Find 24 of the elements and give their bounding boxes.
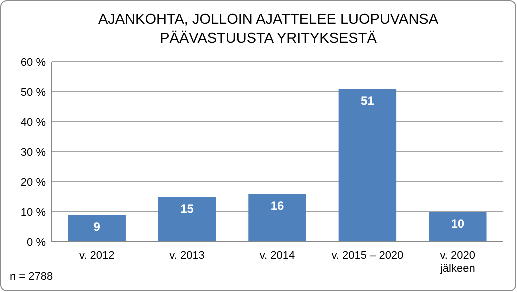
bar (248, 194, 306, 242)
y-tick-label: 50 % (20, 87, 46, 99)
x-tick-label: v. 2015 – 2020 (332, 250, 404, 262)
data-label: 16 (270, 199, 284, 213)
y-tick-label: 20 % (20, 177, 46, 189)
y-tick-label: 30 % (20, 147, 46, 159)
x-tick-label: v. 2014 (260, 250, 296, 262)
y-tick-label: 60 % (20, 57, 46, 69)
bar (158, 197, 216, 242)
x-tick-label: v. 2013 (170, 250, 205, 262)
y-tick-label: 10 % (20, 207, 46, 219)
y-tick-label: 40 % (20, 117, 46, 129)
bar (68, 215, 126, 242)
data-label: 51 (361, 94, 375, 108)
bar (338, 89, 397, 242)
x-tick-label: v. 2012 (79, 250, 115, 262)
data-label: 10 (451, 217, 465, 231)
chart-title: AJANKOHTA, JOLLOIN AJATTELEE LUOPUVANSA PÄÄVASTUUSTA YRITYKSESTÄ (98, 12, 439, 47)
y-tick-label: 0 % (27, 237, 46, 249)
x-tick-label: v. 2020 jälkeen (439, 250, 476, 275)
data-label: 15 (180, 202, 194, 216)
text: n = 2788 (10, 271, 54, 283)
bar (429, 212, 487, 242)
data-label: 9 (94, 220, 101, 234)
